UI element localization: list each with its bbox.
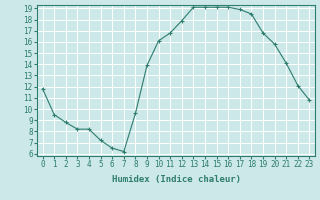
- X-axis label: Humidex (Indice chaleur): Humidex (Indice chaleur): [111, 175, 241, 184]
